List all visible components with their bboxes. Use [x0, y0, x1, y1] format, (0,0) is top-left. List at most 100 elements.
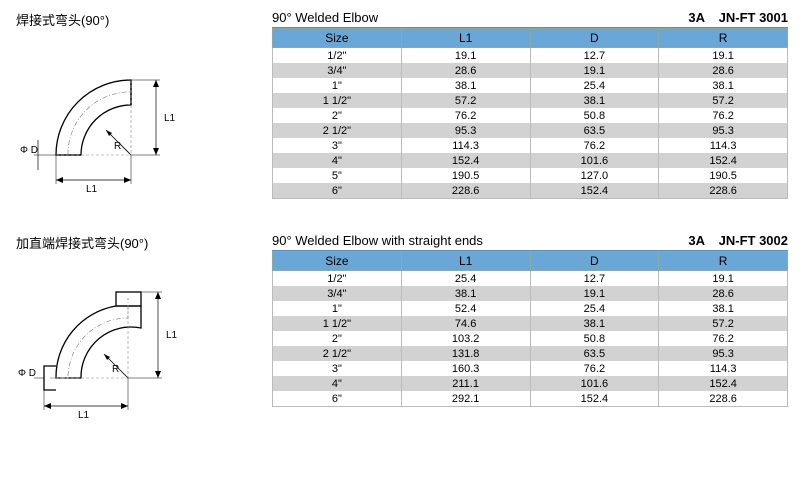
cn-title-2: 加直端焊接式弯头(90°) — [12, 233, 258, 252]
table-row: 2"103.250.876.2 — [273, 331, 788, 346]
table-row: 3"114.376.2114.3 — [273, 138, 788, 153]
table-cell: 57.2 — [659, 93, 788, 108]
en-title-2: 90° Welded Elbow with straight ends — [272, 233, 688, 248]
table-cell: 57.2 — [401, 93, 530, 108]
table-row: 1"52.425.438.1 — [273, 301, 788, 316]
table-cell: 1" — [273, 301, 402, 316]
col-header: Size — [273, 252, 402, 271]
table-cell: 3/4" — [273, 286, 402, 301]
table-row: 3/4"38.119.128.6 — [273, 286, 788, 301]
table-cell: 74.6 — [401, 316, 530, 331]
table-cell: 152.4 — [659, 153, 788, 168]
table-cell: 50.8 — [530, 108, 659, 123]
table-cell: 95.3 — [401, 123, 530, 138]
table-cell: 103.2 — [401, 331, 530, 346]
table-cell: 1/2" — [273, 271, 402, 287]
table-cell: 95.3 — [659, 346, 788, 361]
table-cell: 28.6 — [401, 63, 530, 78]
col-header: L1 — [401, 29, 530, 48]
spec-table-1: SizeL1DR 1/2"19.112.719.13/4"28.619.128.… — [272, 28, 788, 199]
table-cell: 5" — [273, 168, 402, 183]
table-cell: 152.4 — [401, 153, 530, 168]
table-cell: 2" — [273, 331, 402, 346]
table-row: 6"292.1152.4228.6 — [273, 391, 788, 407]
label-L1b-1: L1 — [86, 184, 98, 195]
table-header-row-1: 90° Welded Elbow 3A JN-FT 3001 — [272, 10, 788, 28]
codes-2: 3A JN-FT 3002 — [688, 233, 788, 248]
diagram-1: R L1 L1 — [16, 35, 196, 205]
col-header: D — [530, 252, 659, 271]
table-cell: 211.1 — [401, 376, 530, 391]
table-cell: 2 1/2" — [273, 346, 402, 361]
table-row: 2 1/2"131.863.595.3 — [273, 346, 788, 361]
table-cell: 3" — [273, 138, 402, 153]
table-cell: 114.3 — [401, 138, 530, 153]
codes-1: 3A JN-FT 3001 — [688, 10, 788, 25]
table-cell: 101.6 — [530, 376, 659, 391]
diagram-2: R L1 L1 Φ D — [16, 258, 196, 428]
label-D-2: Φ D — [18, 368, 36, 379]
right-column-1: 90° Welded Elbow 3A JN-FT 3001 SizeL1DR … — [272, 10, 788, 205]
left-column-2: 加直端焊接式弯头(90°) R — [12, 233, 272, 428]
col-header: R — [659, 29, 788, 48]
col-header: R — [659, 252, 788, 271]
table-cell: 190.5 — [401, 168, 530, 183]
table-cell: 38.1 — [401, 286, 530, 301]
spec-table-2: SizeL1DR 1/2"25.412.719.13/4"38.119.128.… — [272, 251, 788, 407]
table-cell: 190.5 — [659, 168, 788, 183]
table-cell: 114.3 — [659, 361, 788, 376]
table-row: 5"190.5127.0190.5 — [273, 168, 788, 183]
table-row: 3"160.376.2114.3 — [273, 361, 788, 376]
table-cell: 25.4 — [401, 271, 530, 287]
table-cell: 127.0 — [530, 168, 659, 183]
table-row: 1"38.125.438.1 — [273, 78, 788, 93]
col-header: D — [530, 29, 659, 48]
table-header-row-2: 90° Welded Elbow with straight ends 3A J… — [272, 233, 788, 251]
table-cell: 1 1/2" — [273, 316, 402, 331]
table-cell: 12.7 — [530, 271, 659, 287]
label-R-1: R — [114, 141, 121, 152]
table-cell: 50.8 — [530, 331, 659, 346]
partno-2: JN-FT 3002 — [719, 233, 788, 248]
section-elbow-1: 焊接式弯头(90°) R — [12, 10, 788, 205]
table-cell: 2 1/2" — [273, 123, 402, 138]
table-cell: 76.2 — [530, 361, 659, 376]
table-cell: 76.2 — [530, 138, 659, 153]
table-cell: 228.6 — [659, 183, 788, 199]
table-cell: 76.2 — [659, 108, 788, 123]
table-cell: 292.1 — [401, 391, 530, 407]
table-cell: 38.1 — [659, 301, 788, 316]
table-cell: 1 1/2" — [273, 93, 402, 108]
table-cell: 57.2 — [659, 316, 788, 331]
table-cell: 19.1 — [659, 271, 788, 287]
table-cell: 228.6 — [659, 391, 788, 407]
table-cell: 228.6 — [401, 183, 530, 199]
table-row: 1 1/2"74.638.157.2 — [273, 316, 788, 331]
table-cell: 6" — [273, 183, 402, 199]
table-row: 1 1/2"57.238.157.2 — [273, 93, 788, 108]
table-cell: 152.4 — [530, 183, 659, 199]
table-cell: 25.4 — [530, 301, 659, 316]
table-cell: 52.4 — [401, 301, 530, 316]
table-cell: 25.4 — [530, 78, 659, 93]
table-cell: 3" — [273, 361, 402, 376]
partno-1: JN-FT 3001 — [719, 10, 788, 25]
table-row: 2 1/2"95.363.595.3 — [273, 123, 788, 138]
table-row: 4"152.4101.6152.4 — [273, 153, 788, 168]
table-cell: 38.1 — [530, 93, 659, 108]
table-cell: 114.3 — [659, 138, 788, 153]
label-L1r-1: L1 — [164, 113, 176, 124]
table-cell: 12.7 — [530, 48, 659, 64]
table-cell: 4" — [273, 376, 402, 391]
table-cell: 101.6 — [530, 153, 659, 168]
table-cell: 6" — [273, 391, 402, 407]
right-column-2: 90° Welded Elbow with straight ends 3A J… — [272, 233, 788, 428]
spec-1: 3A — [688, 10, 705, 25]
table-cell: 160.3 — [401, 361, 530, 376]
table-cell: 38.1 — [401, 78, 530, 93]
table-row: 4"211.1101.6152.4 — [273, 376, 788, 391]
table-cell: 131.8 — [401, 346, 530, 361]
table-cell: 28.6 — [659, 63, 788, 78]
table-cell: 95.3 — [659, 123, 788, 138]
table-cell: 19.1 — [530, 63, 659, 78]
